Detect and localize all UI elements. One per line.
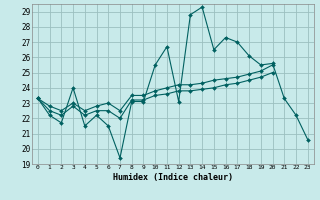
X-axis label: Humidex (Indice chaleur): Humidex (Indice chaleur) (113, 173, 233, 182)
